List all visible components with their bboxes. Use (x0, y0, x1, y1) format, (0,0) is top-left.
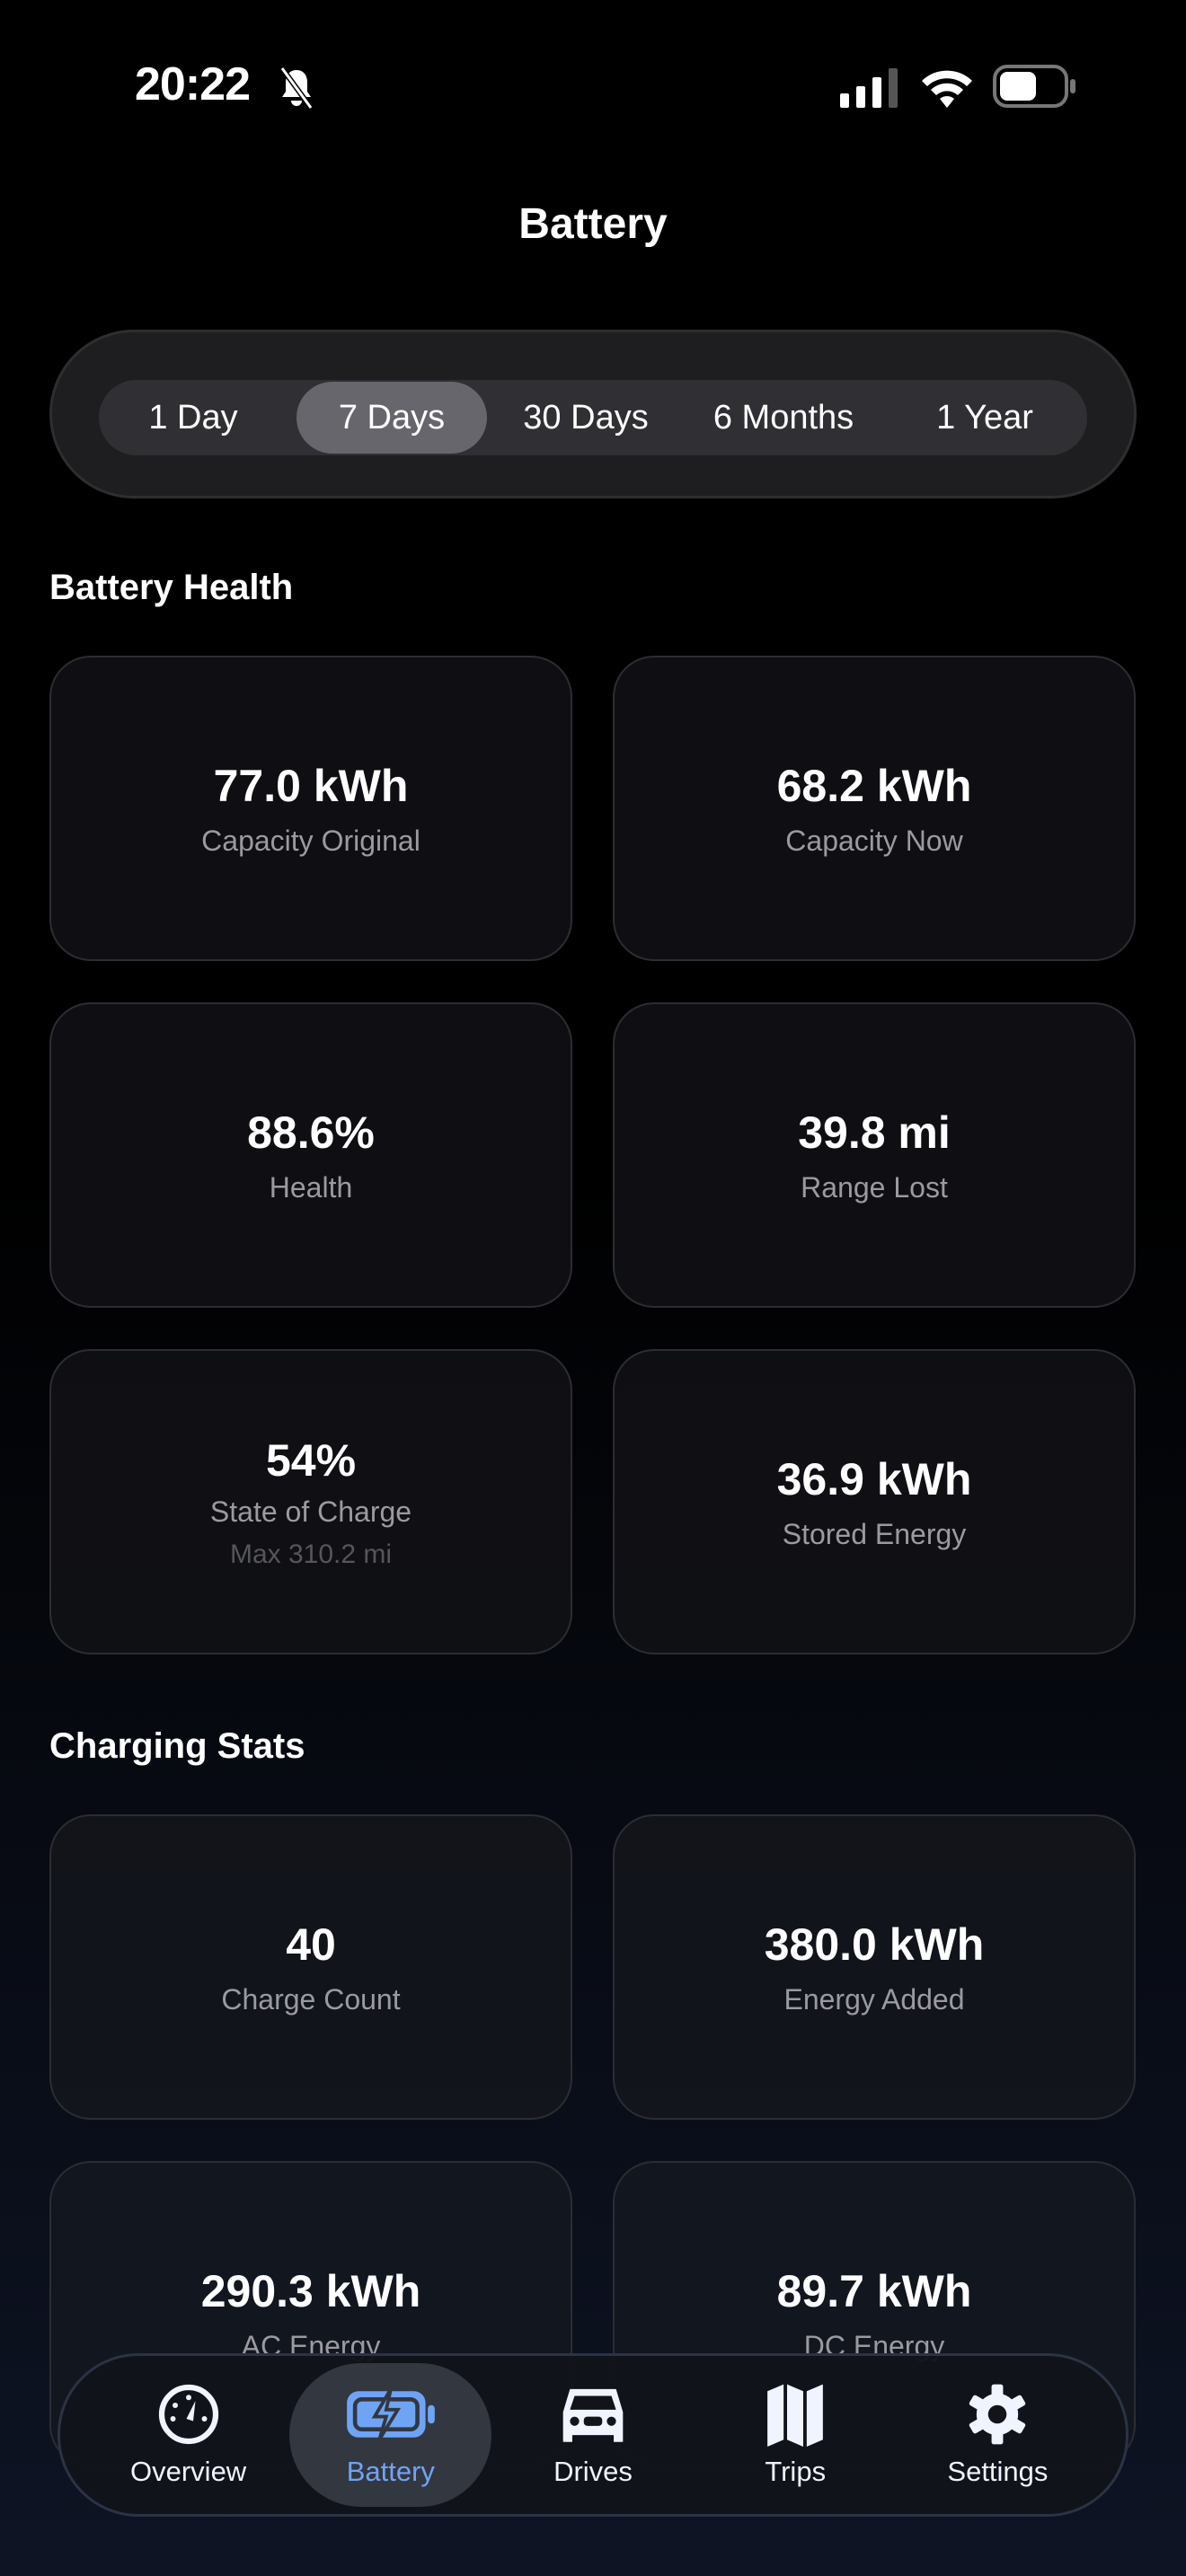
stat-value: 54% (265, 1434, 357, 1486)
stat-label: Health (269, 1170, 353, 1204)
stat-card-capacity-original: 77.0 kWh Capacity Original (49, 656, 572, 961)
stat-value: 77.0 kWh (213, 760, 409, 811)
tab-drives[interactable]: Drives (491, 2363, 694, 2507)
page-title: Battery (518, 200, 668, 248)
stat-card-stored-energy: 36.9 kWh Stored Energy (613, 1349, 1136, 1654)
battery-icon (993, 65, 1075, 108)
tab-trips[interactable]: Trips (695, 2363, 897, 2507)
tab-overview[interactable]: Overview (87, 2363, 289, 2507)
battery-health-heading: Battery Health (49, 568, 294, 607)
battery-bolt-icon (346, 2387, 435, 2441)
status-bar: 20:22 (0, 54, 1186, 119)
stat-label: Charge Count (221, 1982, 401, 2016)
stat-value: 290.3 kWh (200, 2265, 421, 2316)
stat-sublabel: Max 310.2 mi (229, 1539, 393, 1569)
stat-value: 88.6% (247, 1107, 375, 1158)
stat-card-energy-added: 380.0 kWh Energy Added (613, 1814, 1136, 2120)
stat-card-range-lost: 39.8 mi Range Lost (613, 1002, 1136, 1308)
range-option-1-year[interactable]: 1 Year (936, 398, 1033, 437)
stat-card-capacity-now: 68.2 kWh Capacity Now (613, 656, 1136, 961)
range-option-30-days[interactable]: 30 Days (523, 398, 649, 437)
stat-value: 89.7 kWh (776, 2265, 972, 2316)
range-selector: 1 Day 7 Days 30 Days 6 Months 1 Year (49, 330, 1137, 498)
tab-battery[interactable]: Battery (289, 2363, 492, 2507)
gear-icon (969, 2384, 1026, 2445)
charging-stats-heading: Charging Stats (49, 1726, 305, 1766)
stat-card-health: 88.6% Health (49, 1002, 572, 1308)
tab-label: Battery (346, 2456, 435, 2487)
stat-label: State of Charge (209, 1495, 412, 1528)
range-option-1-day[interactable]: 1 Day (148, 398, 238, 437)
tab-label: Settings (947, 2456, 1049, 2487)
speedometer-icon (158, 2384, 218, 2445)
tab-label: Overview (130, 2456, 247, 2487)
stat-label: Capacity Now (785, 824, 963, 857)
stat-value: 36.9 kWh (776, 1453, 972, 1504)
tab-settings[interactable]: Settings (897, 2363, 1099, 2507)
stat-label: Energy Added (783, 1982, 965, 2016)
stat-value: 68.2 kWh (776, 760, 972, 811)
status-time: 20:22 (135, 58, 251, 110)
bell-slash-icon (279, 66, 314, 110)
stat-card-charge-count: 40 Charge Count (49, 1814, 572, 2120)
range-option-6-months[interactable]: 6 Months (712, 398, 854, 437)
stat-label: Stored Energy (782, 1517, 967, 1550)
tab-bar: Overview Battery Drives Trips Settings (58, 2353, 1128, 2517)
stat-value: 380.0 kWh (764, 1919, 985, 1970)
tab-label: Drives (553, 2456, 633, 2487)
stat-value: 39.8 mi (798, 1107, 951, 1158)
wifi-icon (922, 70, 972, 108)
car-icon (562, 2388, 624, 2442)
stat-value: 40 (286, 1919, 336, 1970)
stat-card-state-of-charge: 54% State of Charge Max 310.2 mi (49, 1349, 572, 1654)
tab-label: Trips (765, 2456, 827, 2487)
stat-label: Capacity Original (201, 824, 420, 857)
stat-label: Range Lost (801, 1170, 948, 1204)
range-option-7-days[interactable]: 7 Days (296, 382, 487, 454)
map-icon (767, 2384, 824, 2447)
signal-icon (840, 68, 898, 108)
